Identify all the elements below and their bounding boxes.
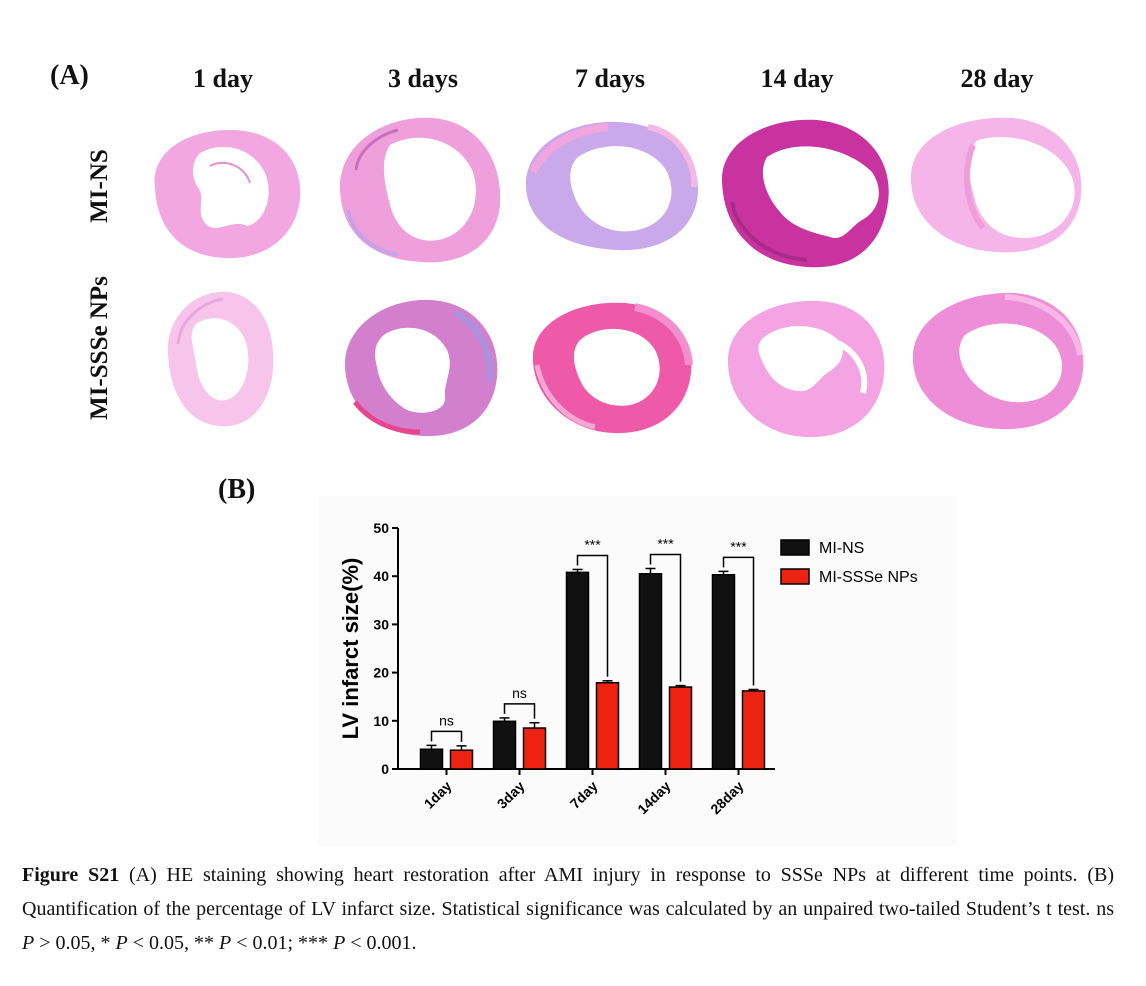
significance-bracket (576, 554, 609, 677)
caption-label: Figure S21 (22, 864, 120, 886)
chart-svg: 0 10 20 30 40 50 LV infarct size(%) 1day ns 3day n… (338, 520, 918, 818)
column-title-14-day: 14 day (760, 64, 834, 93)
bar-mi-ssse-1day (449, 749, 474, 770)
figure-caption: Figure S21 (A) HE staining showing heart… (22, 858, 1114, 960)
y-axis-title: LV infarct size(%) (338, 558, 363, 740)
significance-label: *** (730, 538, 747, 554)
tissue-image-mi-ssse-1day (167, 291, 274, 427)
bar-mi-ns-28day (711, 574, 736, 770)
tissue-image-mi-ns-7days (525, 121, 699, 251)
bar-mi-ssse-7day (595, 681, 620, 770)
tissue-image-mi-ssse-14day (727, 300, 885, 438)
column-title-28-day: 28 day (960, 64, 1034, 93)
tissue-image-mi-ns-28day (910, 117, 1082, 253)
tissue-image-mi-ssse-28day (912, 292, 1084, 430)
significance-bracket (430, 730, 463, 742)
row-title-mi-ns: MI-NS (86, 149, 113, 223)
x-tick-label: 1day (421, 778, 455, 812)
tissue-image-mi-ns-3days (339, 117, 501, 263)
caption-text-1: (A) HE staining showing heart restoratio… (22, 864, 1114, 920)
caption-text-5: < 0.001. (345, 932, 417, 954)
significance-bracket (503, 703, 536, 719)
legend-label-mi-ssse: MI-SSSe NPs (819, 569, 918, 586)
significance-label: ns (439, 712, 454, 728)
significance-label: *** (657, 535, 674, 551)
y-tick-label: 10 (373, 713, 389, 729)
x-tick-label: 3day (494, 778, 528, 812)
x-tick-label: 7day (567, 778, 601, 812)
caption-text-3: < 0.05, ** (127, 932, 219, 954)
tissue-image-mi-ssse-3days (344, 299, 498, 437)
bar-mi-ssse-28day (741, 690, 766, 770)
tissue-image-mi-ns-1day (154, 130, 301, 259)
y-tick-label: 40 (373, 568, 389, 584)
tissue-image-mi-ssse-7days (532, 302, 693, 434)
bar-mi-ns-14day (638, 573, 663, 770)
significance-bracket (722, 556, 755, 686)
bar-chart-lv-infarct-size: 0 10 20 30 40 50 LV infarct size(%) 1day ns 3day n… (318, 496, 958, 846)
x-tick-label: 14day (634, 778, 674, 818)
legend-label-mi-ns: MI-NS (819, 540, 864, 557)
panel-a-label: (A) (50, 60, 89, 91)
legend-swatch-mi-ssse (780, 568, 810, 585)
bar-mi-ns-3day (492, 720, 517, 770)
column-title-1-day: 1 day (193, 64, 253, 93)
caption-text-4: < 0.01; *** (231, 932, 334, 954)
bar-mi-ns-7day (565, 571, 590, 770)
y-tick-label: 0 (381, 761, 389, 777)
y-tick-label: 30 (373, 616, 389, 632)
legend-swatch-mi-ns (780, 539, 810, 556)
caption-p-4: P (333, 932, 346, 954)
y-tick-label: 50 (373, 520, 389, 536)
column-title-3-days: 3 days (387, 64, 459, 93)
caption-p-2: P (115, 932, 128, 954)
caption-text-2: > 0.05, * (34, 932, 116, 954)
column-title-7-days: 7 days (574, 64, 646, 93)
bar-mi-ssse-3day (522, 727, 547, 770)
bar-mi-ssse-14day (668, 686, 693, 770)
significance-bracket (649, 553, 682, 682)
bar-mi-ns-1day (419, 748, 444, 770)
caption-p-3: P (219, 932, 232, 954)
significance-label: ns (512, 685, 527, 701)
tissue-image-mi-ns-14day (721, 119, 889, 268)
x-tick-label: 28day (707, 778, 747, 818)
y-tick-label: 20 (373, 665, 389, 681)
panel-b-label: (B) (218, 474, 256, 505)
row-title-mi-ssse-nps: MI-SSSe NPs (86, 276, 113, 420)
significance-label: *** (584, 536, 601, 552)
caption-p-1: P (22, 932, 35, 954)
